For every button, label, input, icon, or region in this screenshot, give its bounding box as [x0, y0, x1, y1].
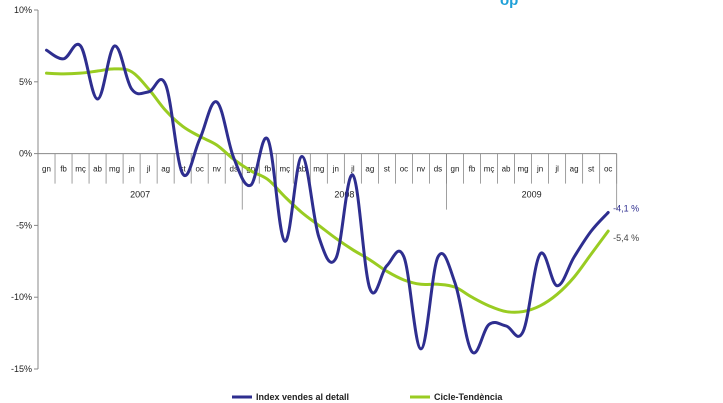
- series-layer: -5,4 % -4,1 %: [45, 42, 639, 355]
- x-month-label: fb: [469, 165, 476, 174]
- x-month-label: ag: [161, 165, 170, 174]
- x-month-label: ab: [297, 165, 306, 174]
- x-month-label: mç: [75, 165, 86, 174]
- x-month-label: fb: [60, 165, 67, 174]
- x-month-label: mg: [313, 165, 324, 174]
- x-month-label: gn: [42, 165, 51, 174]
- legend-label-index: Index vendes al detall: [256, 392, 349, 402]
- y-tick-label: -5%: [16, 220, 32, 230]
- legend-label-trend: Cicle-Tendència: [434, 392, 503, 402]
- x-month-label: jn: [127, 165, 134, 174]
- y-tick-label: -15%: [11, 364, 32, 374]
- x-month-label: mç: [484, 165, 495, 174]
- x-month-label: oc: [604, 165, 612, 174]
- x-month-label: mg: [109, 165, 120, 174]
- x-month-label: jl: [146, 165, 151, 174]
- x-month-label: mg: [518, 165, 529, 174]
- chart-title-fragment: op: [500, 0, 518, 9]
- x-month-label: ds: [230, 165, 238, 174]
- x-month-label: jl: [554, 165, 559, 174]
- end-label-trend: -5,4 %: [613, 233, 639, 243]
- y-tick-label: -10%: [11, 292, 32, 302]
- x-month-label: jn: [332, 165, 339, 174]
- x-month-label: oc: [400, 165, 408, 174]
- y-tick-label: 5%: [19, 77, 32, 87]
- x-year-label: 2007: [130, 190, 150, 200]
- series-line-trend: [45, 67, 610, 314]
- x-month-label: ag: [570, 165, 579, 174]
- x-month-label: st: [384, 165, 391, 174]
- x-month-label: jn: [536, 165, 543, 174]
- legend: Index vendes al detall Cicle-Tendència: [232, 392, 503, 402]
- x-month-label: jl: [350, 165, 355, 174]
- y-tick-label: 10%: [14, 5, 32, 15]
- x-month-label: mç: [279, 165, 290, 174]
- x-month-label: oc: [195, 165, 203, 174]
- series-line-index: [45, 42, 610, 355]
- x-month-label: ag: [365, 165, 374, 174]
- x-year-label: 2008: [334, 190, 354, 200]
- x-month-label: gn: [451, 165, 460, 174]
- x-year-label: 2009: [522, 190, 542, 200]
- x-month-label: st: [180, 165, 187, 174]
- x-month-label: fb: [264, 165, 271, 174]
- y-tick-label: 0%: [19, 149, 32, 159]
- x-month-label: st: [588, 165, 595, 174]
- end-label-index: -4,1 %: [613, 203, 639, 213]
- x-month-label: ab: [93, 165, 102, 174]
- x-month-label: nv: [417, 165, 425, 174]
- x-month-label: nv: [212, 165, 220, 174]
- x-month-label: ds: [434, 165, 442, 174]
- x-month-label: ab: [502, 165, 511, 174]
